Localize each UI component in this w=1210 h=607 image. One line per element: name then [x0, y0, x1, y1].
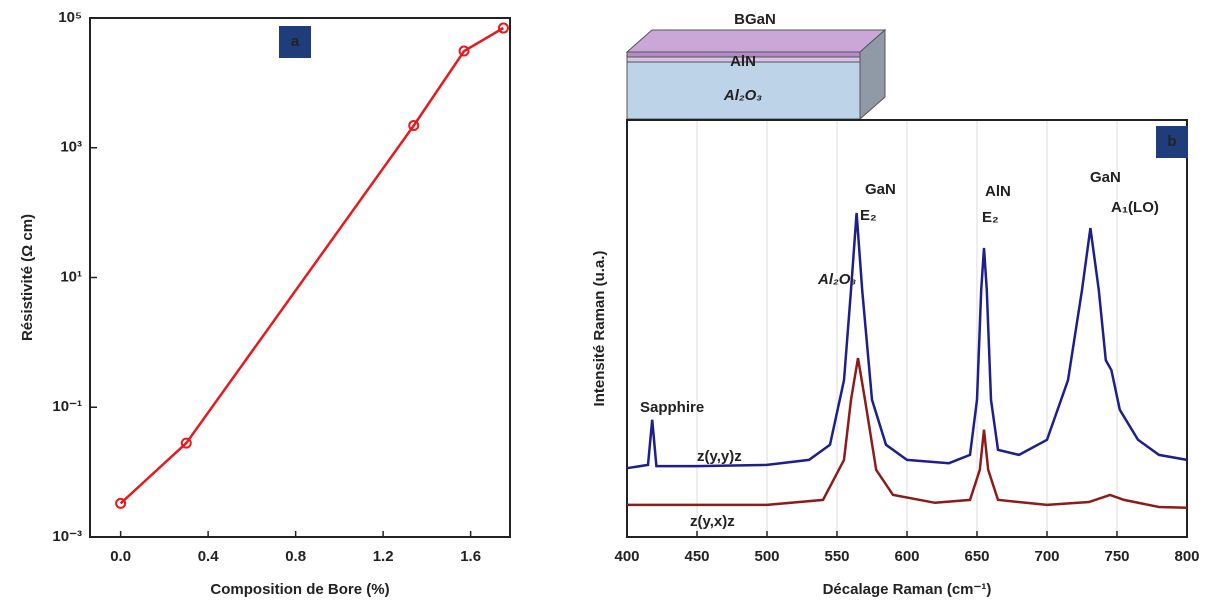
data-point	[408, 120, 420, 132]
x-tick-label: 600	[894, 548, 919, 565]
panel-tag: b	[1167, 133, 1176, 150]
x-tick-label: 500	[754, 548, 779, 565]
x-tick-label: 450	[684, 548, 709, 565]
x-axis-label: Composition de Bore (%)	[210, 581, 389, 598]
data-point	[180, 437, 192, 449]
plot-frame	[89, 17, 511, 538]
x-axis-label: Décalage Raman (cm⁻¹)	[823, 581, 992, 598]
y-tick-label: 10³	[60, 139, 82, 156]
inset-diagram	[625, 28, 887, 121]
x-tick-label: 550	[824, 548, 849, 565]
panel-tag-box	[279, 26, 311, 58]
annotation: Sapphire	[640, 399, 704, 416]
y-axis-label: Résistivité (Ω cm)	[19, 214, 36, 341]
annotation: AlN	[985, 183, 1011, 200]
series-label: z(y,x)z	[690, 513, 735, 530]
panel-tag-box	[1156, 126, 1188, 158]
annotation: A₁(LO)	[1111, 199, 1159, 216]
x-tick-label: 1.6	[460, 548, 481, 565]
y-tick-label: 10⁻¹	[52, 398, 82, 415]
data-point	[458, 45, 470, 57]
inset-label: BGaN	[734, 11, 776, 28]
y-tick-label: 10⁻³	[52, 528, 82, 545]
x-tick-label: 800	[1174, 548, 1199, 565]
annotation: GaN	[1090, 169, 1121, 186]
x-tick-label: 1.2	[373, 548, 394, 565]
x-tick-label: 700	[1034, 548, 1059, 565]
data-line	[119, 26, 505, 505]
x-tick-label: 0.4	[198, 548, 220, 565]
annotation: E₂	[860, 207, 877, 224]
x-tick-label: 0.0	[110, 548, 131, 565]
data-line	[626, 212, 1188, 470]
x-tick-label: 750	[1104, 548, 1129, 565]
y-tick-label: 10¹	[60, 268, 82, 285]
annotation: Al₂O₃	[817, 271, 856, 288]
annotation: E₂	[982, 209, 999, 226]
data-point	[497, 22, 509, 34]
y-tick-label: 10⁵	[58, 9, 82, 26]
x-tick-label: 0.8	[285, 548, 306, 565]
x-tick-label: 400	[614, 548, 639, 565]
y-axis-label: Intensité Raman (u.a.)	[591, 251, 608, 407]
annotation: GaN	[865, 181, 896, 198]
inset-label: AlN	[730, 53, 756, 70]
x-tick-label: 650	[964, 548, 989, 565]
series-label: z(y,y)z	[697, 448, 742, 465]
data-point	[115, 497, 127, 509]
panel-tag: a	[291, 33, 300, 50]
inset-label: Al₂O₃	[723, 87, 762, 104]
data-line	[627, 357, 1188, 510]
